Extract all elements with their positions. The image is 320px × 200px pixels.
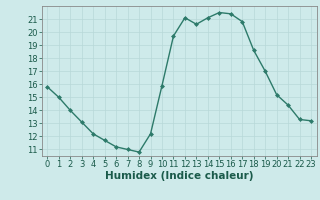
X-axis label: Humidex (Indice chaleur): Humidex (Indice chaleur): [105, 171, 253, 181]
